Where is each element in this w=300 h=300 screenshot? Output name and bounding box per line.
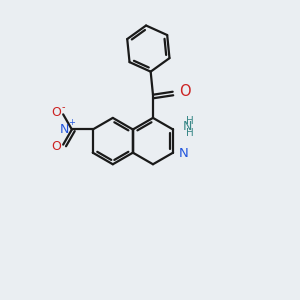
Text: -: - bbox=[61, 103, 65, 112]
Text: O: O bbox=[179, 84, 191, 99]
Text: H: H bbox=[185, 128, 193, 138]
Text: +: + bbox=[68, 118, 75, 127]
Text: O: O bbox=[51, 106, 61, 119]
Text: N: N bbox=[183, 120, 192, 133]
Text: H: H bbox=[185, 116, 193, 127]
Text: N: N bbox=[178, 147, 188, 160]
Text: N: N bbox=[60, 123, 69, 136]
Text: O: O bbox=[51, 140, 61, 153]
